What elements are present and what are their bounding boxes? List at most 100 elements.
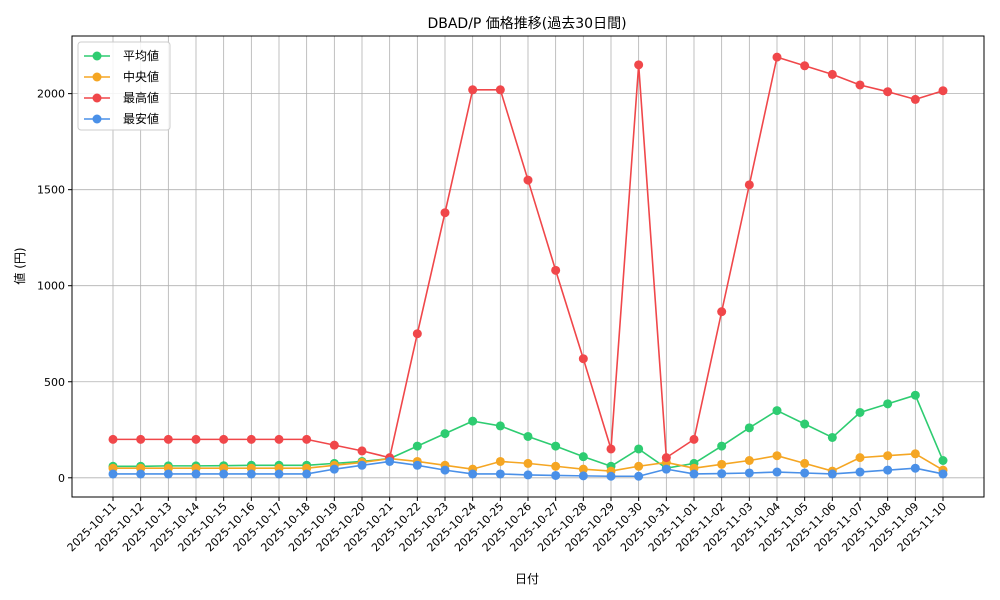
data-point: [634, 444, 644, 454]
y-axis-ticks: 0 500 1000 1500 2000: [37, 88, 72, 485]
data-point: [855, 407, 865, 417]
series-layer: [108, 52, 948, 481]
data-point: [523, 431, 533, 441]
series-4: [108, 456, 948, 481]
data-point: [634, 461, 644, 471]
data-point: [163, 469, 173, 479]
data-point: [495, 421, 505, 431]
data-point: [219, 434, 229, 444]
data-point: [274, 469, 284, 479]
data-point: [551, 265, 561, 275]
data-point: [136, 469, 146, 479]
data-point: [606, 444, 616, 454]
legend-box: [77, 41, 171, 131]
data-point: [883, 399, 893, 409]
data-point: [744, 180, 754, 190]
data-point: [246, 434, 256, 444]
data-point: [523, 175, 533, 185]
y-tick-label: 2000: [37, 88, 65, 101]
data-point: [800, 419, 810, 429]
data-point: [412, 441, 422, 451]
data-point: [938, 456, 948, 466]
data-point: [302, 469, 312, 479]
data-point: [302, 434, 312, 444]
data-point: [551, 470, 561, 480]
data-point: [744, 423, 754, 433]
legend-swatch-marker: [92, 72, 102, 82]
data-point: [108, 469, 118, 479]
legend-swatch-marker: [92, 51, 102, 61]
data-point: [357, 460, 367, 470]
y-axis-label: 値 (円): [12, 247, 27, 284]
grid-lines: [72, 36, 984, 497]
data-point: [661, 464, 671, 474]
data-point: [468, 469, 478, 479]
data-point: [523, 470, 533, 480]
data-point: [412, 460, 422, 470]
legend-label: 最安値: [123, 111, 159, 126]
data-point: [468, 85, 478, 95]
data-point: [910, 94, 920, 104]
y-tick-label: 0: [58, 472, 65, 485]
legend-swatch-marker: [92, 93, 102, 103]
data-point: [108, 434, 118, 444]
data-point: [578, 354, 588, 364]
data-point: [717, 459, 727, 469]
data-point: [938, 469, 948, 479]
data-point: [772, 52, 782, 62]
legend-swatch-marker: [92, 114, 102, 124]
data-point: [440, 208, 450, 218]
data-point: [578, 471, 588, 481]
chart-title: DBAD/P 価格推移(過去30日間): [427, 16, 626, 32]
data-point: [910, 463, 920, 473]
data-point: [772, 467, 782, 477]
data-point: [412, 329, 422, 339]
data-point: [551, 441, 561, 451]
data-point: [329, 464, 339, 474]
data-point: [800, 458, 810, 468]
series-3: [108, 52, 948, 463]
data-point: [661, 453, 671, 463]
data-point: [883, 465, 893, 475]
data-point: [246, 469, 256, 479]
data-point: [827, 69, 837, 79]
data-point: [689, 434, 699, 444]
data-point: [883, 87, 893, 97]
data-point: [910, 390, 920, 400]
data-point: [938, 86, 948, 96]
legend-label: 中央値: [123, 69, 159, 84]
data-point: [385, 456, 395, 466]
data-point: [634, 471, 644, 481]
data-point: [136, 434, 146, 444]
x-axis-label: 日付: [515, 572, 539, 586]
data-point: [689, 469, 699, 479]
data-point: [634, 60, 644, 70]
data-point: [606, 471, 616, 481]
data-point: [772, 406, 782, 416]
data-point: [855, 80, 865, 90]
y-tick-label: 1500: [37, 184, 65, 197]
data-point: [717, 441, 727, 451]
data-point: [744, 468, 754, 478]
data-point: [800, 61, 810, 71]
data-point: [883, 451, 893, 461]
data-point: [855, 467, 865, 477]
data-point: [744, 456, 754, 466]
data-point: [717, 307, 727, 317]
data-point: [551, 461, 561, 471]
data-point: [827, 432, 837, 442]
data-point: [855, 453, 865, 463]
data-point: [191, 434, 201, 444]
data-point: [910, 449, 920, 459]
y-tick-label: 500: [44, 376, 65, 389]
x-axis-ticks: 2025-10-112025-10-122025-10-132025-10-14…: [65, 497, 949, 554]
legend-label: 最高値: [123, 90, 159, 105]
data-point: [468, 416, 478, 426]
data-point: [219, 469, 229, 479]
data-point: [523, 458, 533, 468]
data-point: [495, 85, 505, 95]
data-point: [772, 451, 782, 461]
data-point: [495, 456, 505, 466]
legend-label: 平均値: [123, 48, 159, 63]
